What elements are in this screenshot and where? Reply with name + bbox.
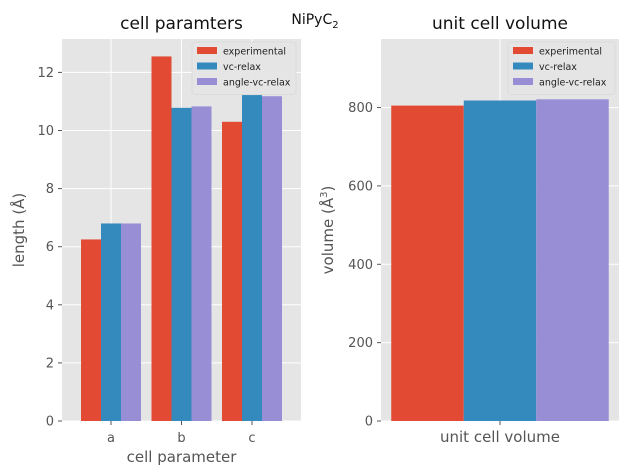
bar-angle-vc-relax-unit-cell-volume [536,99,609,421]
bar-experimental-unit-cell-volume [391,105,464,421]
y-tick-label: 600 [348,179,373,194]
y-tick-label: 6 [46,240,54,255]
y-tick-label: 0 [365,415,373,430]
legend-label: vc-relax [223,62,261,73]
legend: experimental vc-relax angle-vc-relax [191,41,297,95]
bar-experimental-a [81,239,101,421]
y-tick-label: 800 [348,101,373,116]
y-tick-label: 8 [46,182,54,197]
y-tick-label: 400 [348,258,373,273]
x-tick-label: unit cell volume [440,428,560,446]
legend-swatch [197,47,217,54]
x-axis-label: cell parameter [127,448,238,466]
bar-vc-relax-unit-cell-volume [463,100,537,422]
legend-label: experimental [223,47,286,58]
bar-vc-relax-a [101,223,121,421]
y-tick-label: 2 [46,356,54,371]
legend-swatch [513,47,533,54]
bar-angle-vc-relax-c [262,96,282,421]
figure-suptitle: NiPyC2 [291,12,338,31]
legend-swatch [197,62,217,70]
bar-experimental-c [222,121,242,421]
chart-title: unit cell volume [432,14,568,34]
bar-vc-relax-b [171,107,192,422]
y-tick-label: 12 [37,66,54,81]
y-tick-label: 200 [348,336,373,351]
legend-label: angle-vc-relax [539,78,607,89]
cell-parameters-chart: 0 2 4 6 8 10 12 a b c cell paramters cell parameter… [9,14,301,466]
legend-label: angle-vc-relax [223,78,291,89]
bar-angle-vc-relax-a [121,223,141,421]
legend-label: experimental [539,47,602,58]
legend-box [191,41,297,95]
legend-swatch [513,78,533,85]
legend-label: vc-relax [539,62,577,73]
x-tick-label: a [107,431,115,446]
x-tick-label: b [177,431,185,446]
y-tick-label: 10 [37,124,54,139]
bar-vc-relax-c [242,95,262,421]
y-axis-label: volume (Å3) [318,186,337,275]
bar-angle-vc-relax-b [191,106,212,421]
chart-title: cell paramters [120,14,243,34]
y-tick-label: 4 [46,298,54,313]
y-tick-label: 0 [46,415,54,430]
legend: experimental vc-relax angle-vc-relax [507,41,616,95]
x-tick-label: c [248,431,255,446]
bar-experimental-b [151,56,172,421]
legend-box [507,41,616,95]
legend-swatch [197,78,217,85]
y-axis-label: length (Å) [9,193,28,268]
unit-cell-volume-chart: 0 200 400 600 800 unit cell volume unit cell v… [318,14,619,446]
legend-swatch [513,62,533,70]
